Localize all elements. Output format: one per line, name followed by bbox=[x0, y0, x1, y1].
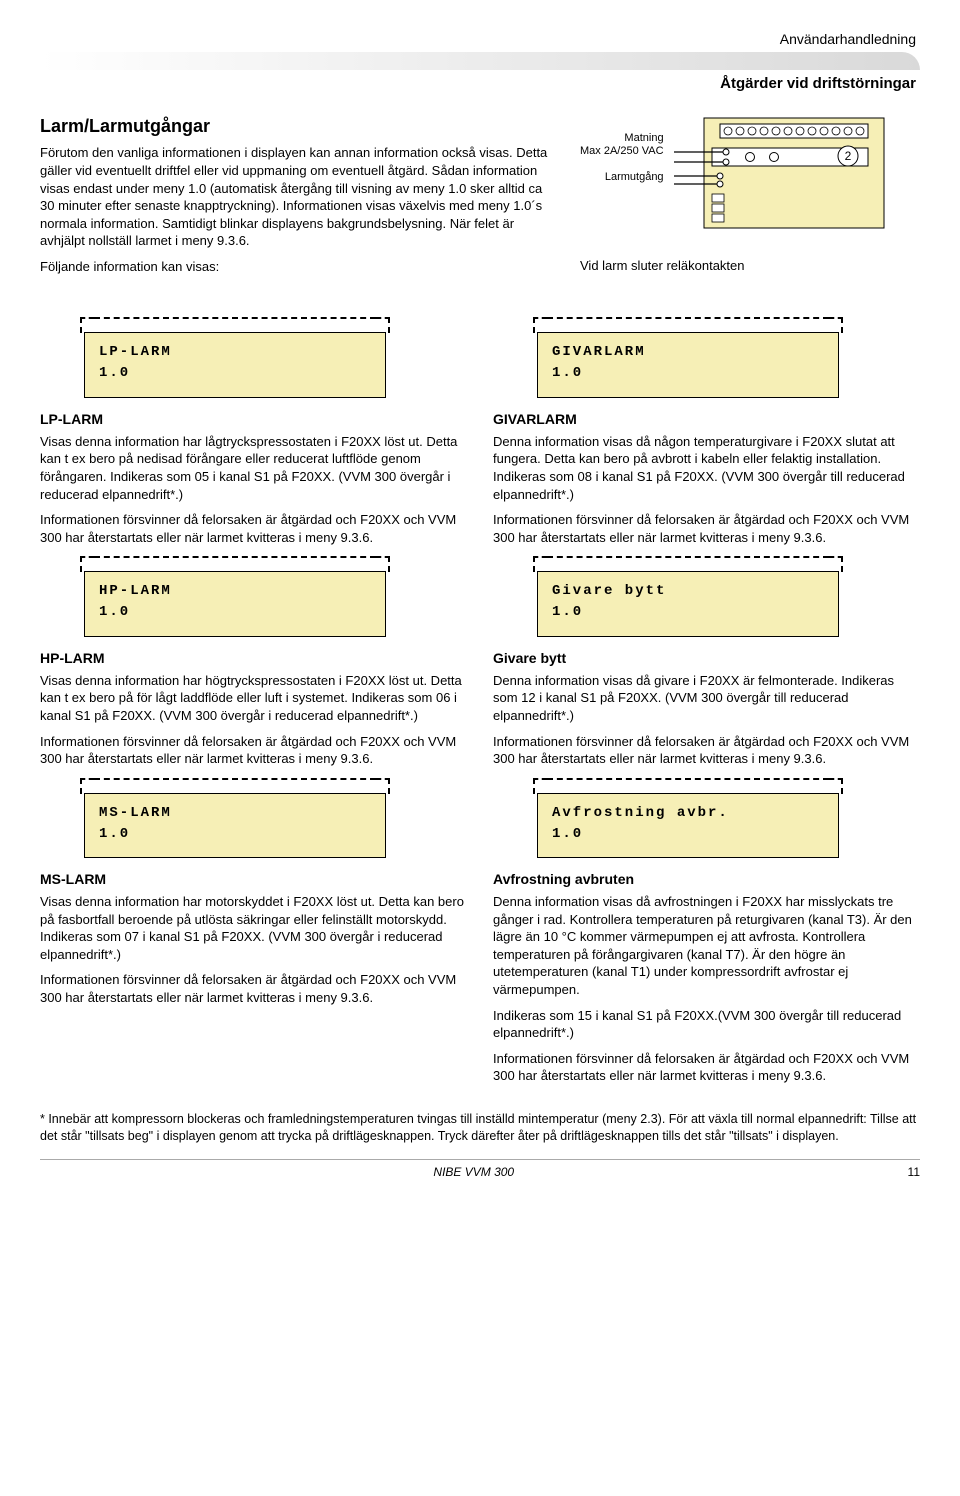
display-screen: HP-LARM 1.0 bbox=[84, 571, 386, 637]
header-breadcrumb: Användarhandledning bbox=[40, 30, 920, 49]
diagram-labels: Matning Max 2A/250 VAC Larmutgång bbox=[580, 114, 664, 184]
block-paragraph: Informationen försvinner då felorsaken ä… bbox=[40, 511, 467, 546]
block-body: Visas denna information har högtryckspre… bbox=[40, 672, 467, 768]
block-paragraph: Denna information visas då någon tempera… bbox=[493, 433, 920, 503]
block-paragraph: Informationen försvinner då felorsaken ä… bbox=[493, 733, 920, 768]
section-title: Larm/Larmutgångar bbox=[40, 114, 552, 138]
intro-paragraph-2: Följande information kan visas: bbox=[40, 258, 552, 276]
block-title: MS-LARM bbox=[40, 870, 467, 889]
diagram-label-alarm-out: Larmutgång bbox=[580, 171, 664, 184]
display-line-1: HP-LARM bbox=[99, 582, 371, 601]
diagram-label-supply-2: Max 2A/250 VAC bbox=[580, 145, 664, 158]
display-line-1: MS-LARM bbox=[99, 804, 371, 823]
alarm-block: Givare bytt 1.0 Givare bytt Denna informati… bbox=[493, 556, 920, 767]
display-frame: MS-LARM 1.0 bbox=[80, 778, 390, 863]
display-screen: LP-LARM 1.0 bbox=[84, 332, 386, 398]
block-paragraph: Informationen försvinner då felorsaken ä… bbox=[493, 511, 920, 546]
display-frame: Avfrostning avbr. 1.0 bbox=[533, 778, 843, 863]
block-paragraph: Informationen försvinner då felorsaken ä… bbox=[40, 971, 467, 1006]
block-paragraph: Visas denna information har lågtryckspre… bbox=[40, 433, 467, 503]
page-header: Användarhandledning Åtgärder vid driftst… bbox=[40, 30, 920, 94]
block-paragraph: Denna information visas då avfrostningen… bbox=[493, 893, 920, 998]
footer-page-number: 11 bbox=[908, 1164, 920, 1180]
page-footer: NIBE VVM 300 11 bbox=[40, 1159, 920, 1180]
display-screen: Avfrostning avbr. 1.0 bbox=[537, 793, 839, 859]
intro-paragraph: Förutom den vanliga informationen i disp… bbox=[40, 144, 552, 249]
display-line-1: GIVARLARM bbox=[552, 343, 824, 362]
block-title: Givare bytt bbox=[493, 649, 920, 668]
block-title: Avfrostning avbruten bbox=[493, 870, 920, 889]
block-body: Visas denna information har motorskyddet… bbox=[40, 893, 467, 1006]
display-frame: GIVARLARM 1.0 bbox=[533, 317, 843, 402]
display-screen: GIVARLARM 1.0 bbox=[537, 332, 839, 398]
block-paragraph: Informationen försvinner då felorsaken ä… bbox=[493, 1050, 920, 1085]
ribbon-graphic bbox=[40, 52, 920, 70]
diagram-caption: Vid larm sluter reläkontakten bbox=[580, 257, 920, 275]
display-line-2: 1.0 bbox=[99, 825, 371, 844]
block-title: GIVARLARM bbox=[493, 410, 920, 429]
alarm-block: Avfrostning avbr. 1.0 Avfrostning avbruten… bbox=[493, 778, 920, 1085]
display-line-2: 1.0 bbox=[552, 364, 824, 383]
display-frame: HP-LARM 1.0 bbox=[80, 556, 390, 641]
display-frame: LP-LARM 1.0 bbox=[80, 317, 390, 402]
block-paragraph: Indikeras som 15 i kanal S1 på F20XX.(VV… bbox=[493, 1007, 920, 1042]
display-screen: MS-LARM 1.0 bbox=[84, 793, 386, 859]
diagram-label-supply-1: Matning bbox=[580, 132, 664, 145]
alarm-block: GIVARLARM 1.0 GIVARLARM Denna information v… bbox=[493, 317, 920, 546]
block-body: Visas denna information har lågtryckspre… bbox=[40, 433, 467, 546]
display-line-1: Givare bytt bbox=[552, 582, 824, 601]
diagram-badge-number: 2 bbox=[844, 149, 851, 163]
block-body: Denna information visas då någon tempera… bbox=[493, 433, 920, 546]
display-line-2: 1.0 bbox=[99, 364, 371, 383]
column-right: GIVARLARM 1.0 GIVARLARM Denna information v… bbox=[493, 307, 920, 1093]
display-line-1: LP-LARM bbox=[99, 343, 371, 362]
header-title: Åtgärder vid driftstörningar bbox=[40, 74, 920, 94]
footnote: * Innebär att kompressorn blockeras och … bbox=[40, 1111, 920, 1145]
block-title: HP-LARM bbox=[40, 649, 467, 668]
display-line-2: 1.0 bbox=[552, 603, 824, 622]
block-body: Denna information visas då avfrostningen… bbox=[493, 893, 920, 1084]
display-frame: Givare bytt 1.0 bbox=[533, 556, 843, 641]
display-line-2: 1.0 bbox=[552, 825, 824, 844]
block-paragraph: Denna information visas då givare i F20X… bbox=[493, 672, 920, 725]
display-screen: Givare bytt 1.0 bbox=[537, 571, 839, 637]
display-line-1: Avfrostning avbr. bbox=[552, 804, 824, 823]
block-body: Denna information visas då givare i F20X… bbox=[493, 672, 920, 768]
intro-text: Larm/Larmutgångar Förutom den vanliga in… bbox=[40, 114, 552, 283]
column-left: LP-LARM 1.0 LP-LARM Visas denna information… bbox=[40, 307, 467, 1093]
alarm-block: LP-LARM 1.0 LP-LARM Visas denna information… bbox=[40, 317, 467, 546]
block-paragraph: Visas denna information har motorskyddet… bbox=[40, 893, 467, 963]
header-ribbon bbox=[40, 52, 920, 70]
alarm-block: MS-LARM 1.0 MS-LARM Visas denna information… bbox=[40, 778, 467, 1007]
columns: LP-LARM 1.0 LP-LARM Visas denna information… bbox=[40, 307, 920, 1093]
block-paragraph: Informationen försvinner då felorsaken ä… bbox=[40, 733, 467, 768]
diagram-area: Matning Max 2A/250 VAC Larmutgång bbox=[580, 114, 920, 283]
display-line-2: 1.0 bbox=[99, 603, 371, 622]
block-title: LP-LARM bbox=[40, 410, 467, 429]
page: Användarhandledning Åtgärder vid driftst… bbox=[0, 0, 960, 1200]
intro-row: Larm/Larmutgångar Förutom den vanliga in… bbox=[40, 114, 920, 283]
footer-product: NIBE VVM 300 bbox=[40, 1164, 908, 1180]
alarm-block: HP-LARM 1.0 HP-LARM Visas denna information… bbox=[40, 556, 467, 767]
block-paragraph: Visas denna information har högtryckspre… bbox=[40, 672, 467, 725]
diagram-svg: 2 bbox=[674, 114, 894, 239]
